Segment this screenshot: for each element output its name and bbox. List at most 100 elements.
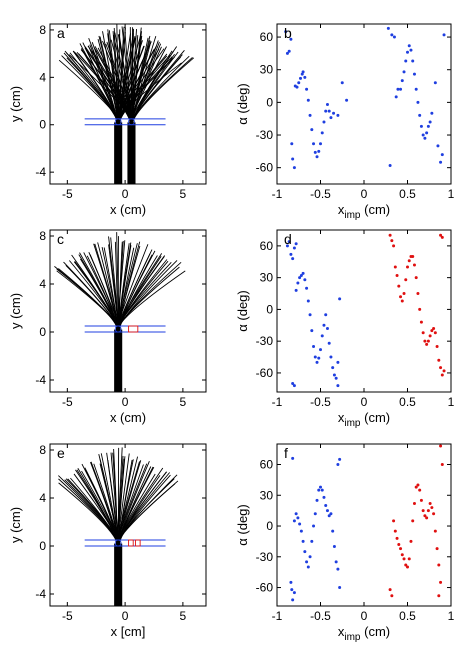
data-point: [294, 288, 298, 292]
y-tick-label: 0: [266, 519, 273, 533]
data-point: [317, 149, 321, 153]
data-point: [390, 594, 394, 598]
data-point: [390, 239, 394, 243]
drop-column: [114, 543, 123, 606]
data-point: [411, 254, 415, 258]
x-tick-label: 0.5: [399, 187, 416, 201]
trajectory: [117, 255, 158, 392]
data-point: [345, 98, 349, 102]
y-axis-label: α (deg): [235, 504, 250, 545]
data-point: [393, 265, 397, 269]
x-axis-label-main: x: [338, 202, 345, 217]
data-point: [440, 153, 444, 157]
data-point: [419, 320, 423, 324]
panel-letter: d: [284, 231, 292, 247]
data-point: [287, 49, 291, 53]
x-tick-label: 0: [122, 395, 129, 409]
data-point: [319, 348, 322, 352]
y-tick-label: 30: [260, 271, 274, 285]
plot-area: [285, 233, 446, 388]
data-point: [397, 284, 401, 288]
data-point: [432, 512, 436, 516]
x-tick-label: -1: [272, 609, 283, 623]
data-point: [402, 292, 406, 296]
data-point: [399, 547, 403, 551]
data-point: [306, 98, 310, 102]
y-tick-label: 0: [266, 302, 273, 316]
y-tick-label: 8: [39, 23, 46, 37]
data-point: [442, 33, 446, 37]
data-point: [287, 240, 291, 244]
trajectory: [77, 468, 120, 606]
data-point: [312, 142, 316, 146]
data-point: [290, 142, 294, 146]
data-point: [294, 512, 298, 516]
x-tick-label: 1: [448, 395, 455, 409]
y-tick-label: -4: [35, 165, 46, 179]
trajectory: [130, 57, 193, 184]
data-point: [402, 70, 406, 74]
data-point: [435, 547, 439, 551]
data-point: [313, 512, 317, 516]
data-point: [437, 563, 441, 567]
axes-frame: [49, 229, 207, 393]
panel-letter: a: [57, 25, 65, 41]
data-point: [332, 373, 336, 377]
data-point: [439, 366, 443, 370]
data-point: [292, 166, 296, 170]
data-point: [327, 109, 331, 113]
data-point: [319, 142, 322, 146]
data-point: [308, 313, 312, 317]
data-point: [393, 529, 397, 533]
data-point: [291, 157, 295, 161]
x-axis-label: ximp (cm): [338, 624, 390, 643]
data-point: [428, 120, 432, 124]
data-point: [336, 463, 340, 467]
y-axis-label: α (deg): [235, 83, 250, 124]
data-point: [392, 244, 396, 248]
data-point: [436, 144, 440, 148]
data-point: [426, 124, 430, 128]
x-axis-label: x (cm): [110, 202, 146, 217]
data-point: [437, 594, 441, 598]
data-point: [440, 235, 444, 239]
trajectory: [132, 57, 195, 184]
data-point: [390, 33, 394, 37]
data-point: [317, 488, 321, 492]
data-point: [407, 44, 411, 48]
data-point: [386, 26, 390, 30]
x-tick-label: -1: [272, 187, 283, 201]
data-point: [325, 103, 329, 107]
x-tick-label: 1: [448, 609, 455, 623]
data-point: [331, 529, 335, 533]
trajectory: [117, 266, 180, 392]
trajectory: [116, 270, 186, 392]
trajectory: [130, 51, 179, 184]
data-point: [308, 113, 312, 117]
red-obstacle: [128, 325, 139, 333]
data-point: [315, 498, 319, 502]
x-tick-label: 5: [180, 609, 187, 623]
x-tick-label: 0: [361, 187, 368, 201]
data-point: [322, 495, 326, 499]
data-point: [329, 116, 333, 120]
data-point: [400, 299, 404, 303]
data-point: [289, 580, 293, 584]
y-tick-label: 4: [39, 70, 46, 84]
y-tick-label: -30: [256, 334, 274, 348]
data-point: [439, 444, 443, 448]
data-point: [416, 483, 420, 487]
trajectory: [116, 261, 172, 392]
data-point: [440, 373, 444, 377]
trajectory: [76, 469, 120, 606]
data-point: [409, 539, 413, 543]
data-point: [428, 334, 432, 338]
data-point: [305, 560, 309, 564]
drop-column: [127, 122, 136, 184]
x-axis-label-unit: (cm): [361, 624, 391, 639]
data-point: [409, 48, 413, 52]
data-point: [418, 488, 422, 492]
data-point: [310, 329, 314, 333]
data-point: [306, 565, 310, 569]
x-tick-label: 0.5: [399, 609, 416, 623]
